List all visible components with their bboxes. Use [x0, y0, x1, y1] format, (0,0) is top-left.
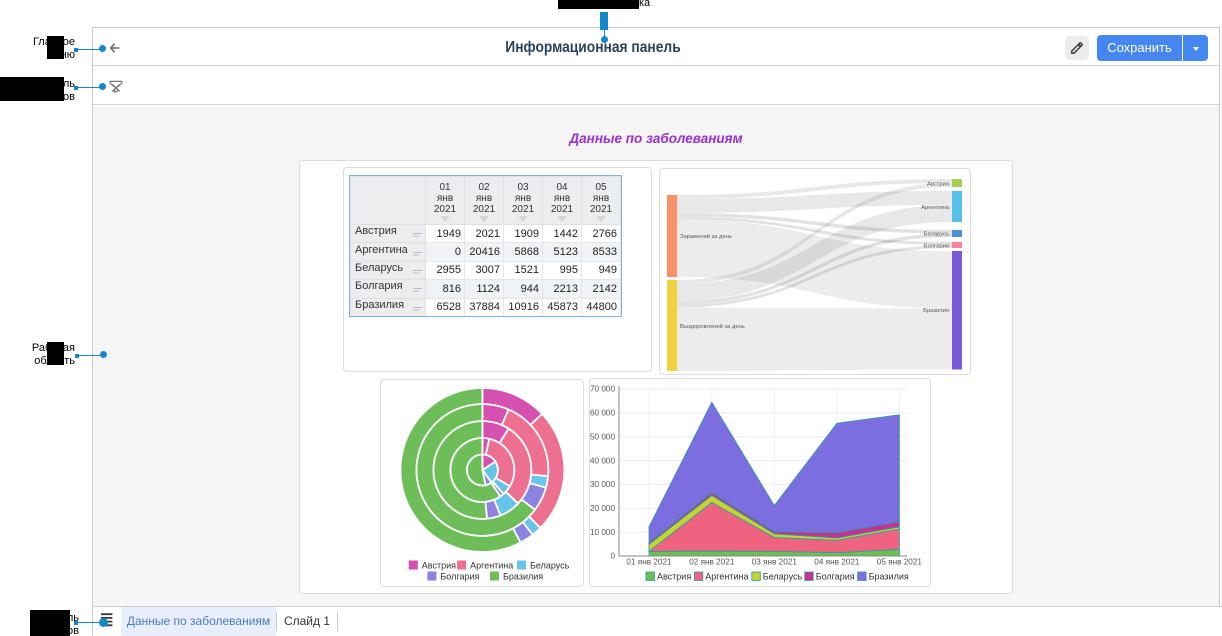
svg-text:01 янв 2021: 01 янв 2021: [626, 558, 672, 567]
svg-text:04 янв 2021: 04 янв 2021: [814, 558, 860, 567]
svg-text:03 янв 2021: 03 янв 2021: [752, 558, 798, 567]
svg-text:Бразилия: Бразилия: [503, 572, 543, 582]
svg-text:60 000: 60 000: [590, 409, 615, 418]
svg-text:Беларусь: Беларусь: [530, 561, 570, 571]
svg-text:20 000: 20 000: [590, 504, 615, 513]
svg-text:10 000: 10 000: [590, 528, 615, 537]
svg-text:Австрия: Австрия: [927, 182, 949, 188]
svg-text:Аргентина: Аргентина: [921, 205, 950, 211]
svg-text:Болгария: Болгария: [924, 244, 949, 250]
svg-text:02 янв 2021: 02 янв 2021: [689, 558, 735, 567]
svg-text:Австрия: Австрия: [657, 572, 691, 582]
svg-text:70 000: 70 000: [590, 385, 615, 394]
svg-text:Беларусь: Беларусь: [763, 572, 803, 582]
svg-text:Заражений за день: Заражений за день: [680, 233, 732, 240]
svg-text:Выздоровлений за день: Выздоровлений за день: [680, 323, 745, 330]
svg-text:Болгария: Болгария: [440, 572, 479, 582]
svg-text:0: 0: [610, 552, 615, 561]
svg-text:05 янв 2021: 05 янв 2021: [877, 558, 923, 567]
svg-text:Болгария: Болгария: [816, 572, 855, 582]
svg-text:50 000: 50 000: [590, 432, 615, 441]
svg-text:30 000: 30 000: [590, 480, 615, 489]
svg-text:40 000: 40 000: [590, 456, 615, 465]
svg-text:Аргентина: Аргентина: [470, 561, 513, 571]
svg-text:Бразилия: Бразилия: [923, 308, 949, 314]
svg-text:Беларусь: Беларусь: [924, 232, 949, 238]
svg-text:Бразилия: Бразилия: [869, 572, 909, 582]
svg-text:Австрия: Австрия: [422, 561, 456, 571]
svg-text:Аргентина: Аргентина: [705, 572, 748, 582]
